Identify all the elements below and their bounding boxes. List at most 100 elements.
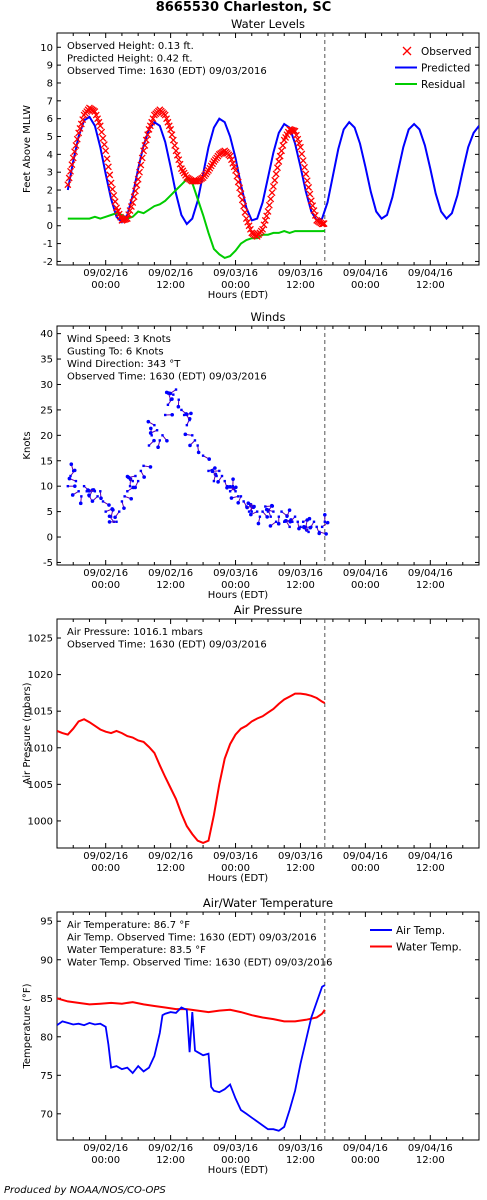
winds-ytick-label: 5 bbox=[47, 507, 53, 518]
wind-point bbox=[258, 515, 262, 518]
pressure-xtick-date: 09/03/16 bbox=[213, 851, 258, 862]
wind-arrowhead bbox=[189, 411, 193, 416]
wind-arrowhead bbox=[129, 496, 134, 501]
legend-entry: Observed bbox=[421, 46, 472, 58]
water-xtick-time: 12:00 bbox=[156, 280, 185, 291]
wind-arrowhead bbox=[276, 521, 281, 526]
observed-marker bbox=[131, 187, 139, 195]
observed-marker bbox=[96, 122, 104, 130]
observed-marker bbox=[311, 212, 319, 219]
wind-point bbox=[161, 434, 164, 437]
water-chart: Water Levels-2-101234567891009/02/1600:0… bbox=[22, 17, 480, 301]
wind-point bbox=[134, 474, 137, 478]
wind-point bbox=[277, 515, 281, 518]
wind-arrowhead bbox=[99, 496, 103, 501]
observed-marker bbox=[232, 166, 239, 174]
temperature-ytick-label: 95 bbox=[40, 917, 53, 928]
observed-marker bbox=[127, 203, 135, 211]
observed-marker bbox=[292, 131, 300, 139]
observed-marker bbox=[297, 143, 304, 151]
wind-point bbox=[318, 530, 321, 534]
wind-point bbox=[288, 525, 291, 529]
wind-point bbox=[250, 510, 253, 513]
water-xlabel: Hours (EDT) bbox=[208, 290, 269, 301]
wind-point bbox=[153, 423, 156, 427]
wind-point bbox=[218, 469, 221, 473]
observed-marker bbox=[137, 161, 145, 169]
wind-arrowhead bbox=[113, 515, 117, 520]
wind-point bbox=[104, 510, 107, 513]
observed-marker bbox=[234, 178, 242, 186]
observed-marker bbox=[264, 208, 272, 215]
wind-arrowhead bbox=[126, 475, 131, 480]
wind-arrowhead bbox=[86, 488, 90, 492]
water-ytick-label: 6 bbox=[47, 114, 53, 125]
pressure-ytick-label: 1020 bbox=[28, 670, 53, 681]
winds-ytick-label: 20 bbox=[40, 431, 53, 442]
wind-arrowhead bbox=[107, 520, 112, 524]
wind-point bbox=[255, 510, 259, 513]
wind-arrowhead bbox=[283, 519, 288, 523]
wind-arrowhead bbox=[268, 524, 273, 528]
pressure-xtick-date: 09/04/16 bbox=[343, 851, 388, 862]
water-xtick-date: 09/04/16 bbox=[408, 268, 453, 279]
temperature-xtick-date: 09/03/16 bbox=[213, 1143, 258, 1154]
wind-arrowhead bbox=[249, 512, 253, 517]
wind-point bbox=[226, 484, 229, 488]
wind-arrowhead bbox=[107, 514, 112, 519]
wind-point bbox=[158, 439, 161, 442]
observed-marker bbox=[276, 152, 284, 160]
observed-marker bbox=[129, 199, 137, 206]
water-ytick-label: 3 bbox=[47, 168, 53, 179]
pressure-plot-area bbox=[57, 692, 326, 844]
wind-point bbox=[101, 500, 105, 503]
temperature-xtick-time: 12:00 bbox=[416, 1155, 445, 1166]
winds-ytick-label: 25 bbox=[40, 405, 53, 416]
wind-point bbox=[323, 520, 327, 523]
observed-marker bbox=[275, 158, 283, 165]
wind-arrowhead bbox=[164, 390, 169, 395]
temperature-ylabel: Temperature (°F) bbox=[22, 983, 33, 1069]
observed-marker bbox=[272, 170, 280, 178]
winds-xtick-time: 12:00 bbox=[286, 580, 315, 591]
water-xtick-date: 09/02/16 bbox=[148, 268, 193, 279]
wind-arrowhead bbox=[325, 520, 330, 525]
wind-point bbox=[234, 490, 237, 493]
pressure-xtick-time: 00:00 bbox=[91, 863, 120, 874]
winds-ytick-label: 10 bbox=[40, 482, 53, 493]
observed-series bbox=[64, 104, 328, 240]
wind-arrowhead bbox=[122, 506, 126, 510]
water-ytick-label: -2 bbox=[43, 257, 53, 268]
observed-marker bbox=[94, 115, 102, 123]
temperature-ytick-label: 75 bbox=[40, 1071, 53, 1082]
winds-ytick-label: 35 bbox=[40, 355, 53, 366]
wind-point bbox=[155, 429, 159, 432]
wind-point bbox=[139, 469, 143, 473]
wind-arrowhead bbox=[287, 508, 292, 513]
observed-marker bbox=[237, 190, 245, 198]
wind-arrowhead bbox=[256, 521, 261, 526]
pressure-ytick-label: 1015 bbox=[28, 707, 53, 718]
wind-arrowhead bbox=[265, 515, 269, 519]
observed-marker bbox=[228, 156, 235, 164]
wind-arrowhead bbox=[207, 457, 211, 461]
wind-point bbox=[242, 500, 245, 503]
residual-series bbox=[67, 178, 325, 260]
pressure-ytick-label: 1025 bbox=[28, 634, 53, 645]
wind-point bbox=[128, 484, 132, 488]
observed-marker bbox=[265, 201, 273, 209]
observed-marker bbox=[148, 118, 156, 126]
observed-marker bbox=[144, 131, 152, 139]
wind-point bbox=[269, 515, 272, 518]
pressure-title: Air Pressure bbox=[234, 603, 303, 617]
wind-point bbox=[293, 515, 297, 518]
water-plot-frame bbox=[56, 32, 480, 266]
wind-point bbox=[169, 398, 172, 401]
pressure-xtick-date: 09/02/16 bbox=[148, 851, 193, 862]
observed-marker bbox=[320, 220, 328, 228]
wind-point bbox=[212, 479, 216, 483]
wind-point bbox=[174, 388, 178, 391]
wind-point bbox=[274, 520, 278, 523]
observed-marker bbox=[102, 147, 110, 155]
wind-arrowhead bbox=[90, 499, 95, 503]
